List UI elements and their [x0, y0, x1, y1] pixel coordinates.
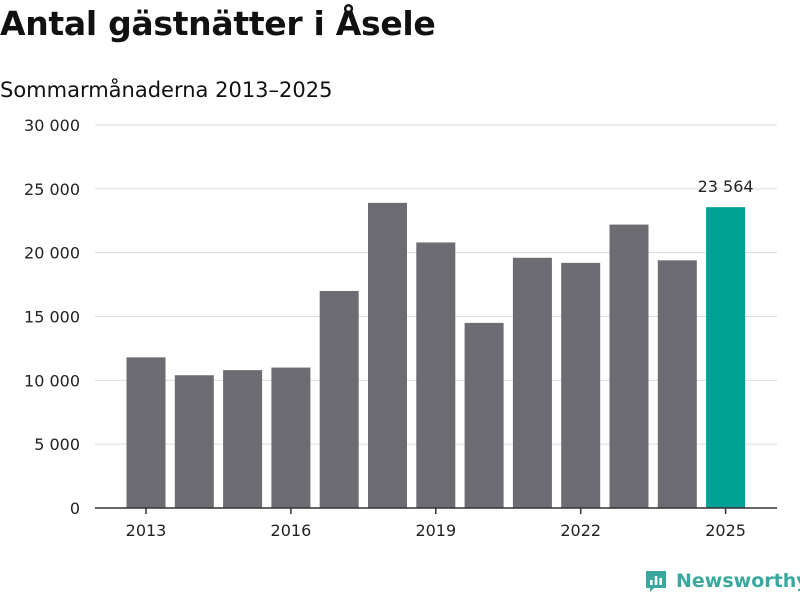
y-tick-label: 5 000	[34, 435, 80, 454]
y-tick-label: 20 000	[24, 244, 80, 263]
x-tick-label: 2013	[126, 521, 167, 540]
bar-2025	[706, 207, 746, 508]
y-tick-label: 25 000	[24, 180, 80, 199]
bar-2017	[319, 290, 359, 508]
chart-title: Antal gästnätter i Åsele	[0, 4, 436, 43]
bar-2022	[561, 262, 601, 508]
data-label-2025: 23 564	[698, 177, 754, 196]
newsworthy-logo-icon	[646, 571, 666, 592]
y-tick-label: 10 000	[24, 371, 80, 390]
x-tick-label: 2016	[271, 521, 312, 540]
brand-name: Newsworthy	[676, 570, 800, 592]
bar-2024	[657, 260, 697, 508]
y-tick-label: 15 000	[24, 308, 80, 327]
bar-2020	[464, 322, 504, 508]
brand-logo: Newsworthy	[644, 569, 800, 593]
bar-2014	[174, 375, 214, 508]
y-tick-label: 0	[70, 499, 80, 518]
bar-2015	[223, 370, 263, 508]
bar-2019	[416, 242, 456, 508]
bar-chart: 0 5 000 10 000 15 000 20 000 25 000 30 000 23 5…	[24, 116, 777, 540]
bar-2023	[609, 224, 649, 508]
bar-2021	[512, 257, 552, 508]
y-tick-label: 30 000	[24, 116, 80, 135]
bar-2016	[271, 367, 311, 508]
x-tick-label: 2019	[415, 521, 456, 540]
x-tick-label: 2025	[705, 521, 746, 540]
bar-2018	[368, 202, 407, 509]
chart-subtitle: Sommarmånaderna 2013–2025	[0, 78, 333, 102]
bar-2013	[126, 357, 166, 508]
x-tick-label: 2022	[560, 521, 601, 540]
